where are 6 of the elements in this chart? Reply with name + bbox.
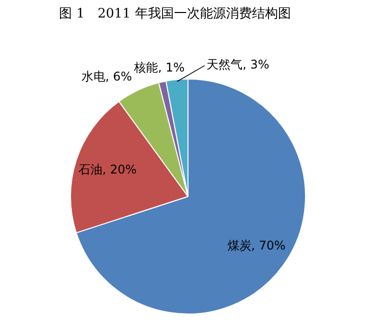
slice-label: 水电, 6% bbox=[81, 70, 132, 84]
slice-label: 煤炭, 70% bbox=[227, 238, 286, 252]
slice-label: 核能, 1% bbox=[132, 60, 185, 74]
slice-label: 石油, 20% bbox=[78, 162, 137, 176]
slice-label: 天然气, 3% bbox=[206, 58, 270, 72]
chart-title: 图 1 2011 年我国一次能源消费结构图 bbox=[59, 6, 291, 22]
